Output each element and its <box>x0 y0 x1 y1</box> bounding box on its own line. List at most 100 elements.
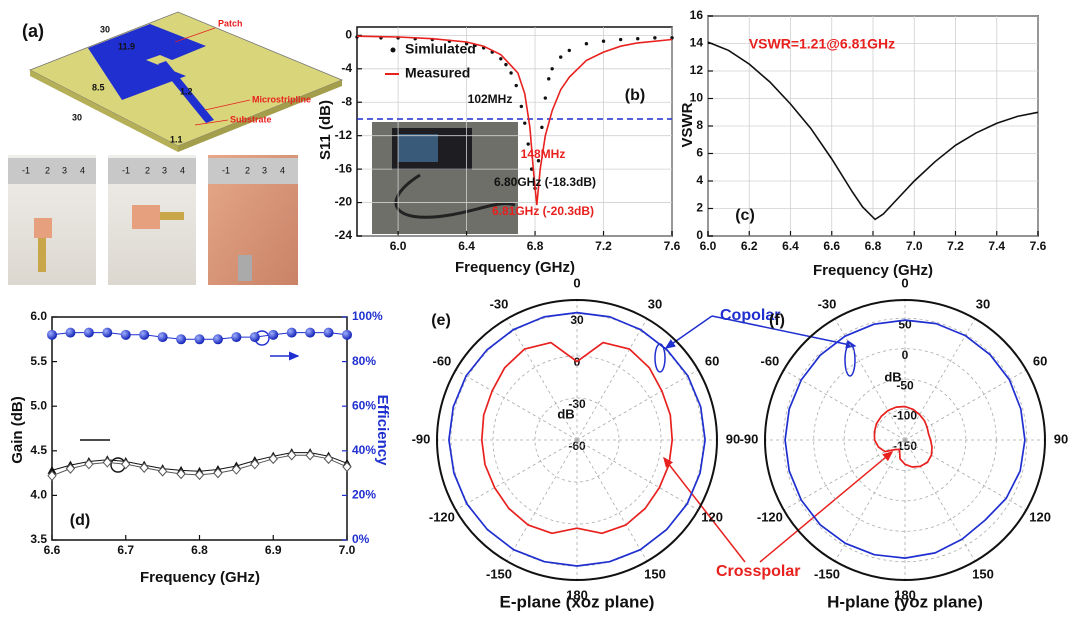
marker <box>567 48 571 53</box>
spoke <box>834 439 906 562</box>
angle-label: -150 <box>814 567 840 582</box>
dimension: 1.1 <box>170 134 183 144</box>
r-axis-label: dB <box>884 369 901 384</box>
dimension: 8.5 <box>92 82 105 92</box>
y-tick-label: 4.0 <box>30 488 47 502</box>
angle-label: 150 <box>972 567 994 582</box>
dimension: 1.2 <box>180 86 193 96</box>
y-tick-label: -16 <box>335 161 353 175</box>
annotation: 148MHz <box>521 147 566 161</box>
marker <box>514 83 518 88</box>
marker <box>120 329 131 340</box>
y-tick-label: 12 <box>690 63 704 77</box>
callout: Patch <box>218 18 243 28</box>
angle-label: 30 <box>648 296 662 311</box>
ruler-label: 4 <box>80 165 85 175</box>
ruler-label: 4 <box>280 165 285 175</box>
y-tick-label: 8 <box>696 118 703 132</box>
callout: Microstripline <box>252 94 311 104</box>
y2-tick-label: 80% <box>352 354 376 368</box>
angle-label: -60 <box>433 353 452 368</box>
annotation: VSWR=1.21@6.81GHz <box>749 36 895 52</box>
spoke <box>455 439 578 511</box>
spoke <box>783 369 906 441</box>
callout: Substrate <box>230 114 272 124</box>
polar-line <box>448 311 706 567</box>
y-tick-label: 5.0 <box>30 398 47 412</box>
marker <box>287 450 297 461</box>
x-tick-label: 6.8 <box>865 239 882 253</box>
marker <box>504 62 508 67</box>
angle-label: -120 <box>757 509 783 524</box>
y-tick-label: 14 <box>690 36 704 50</box>
y-tick-label: -8 <box>341 94 352 108</box>
x-tick-label: 6.4 <box>782 239 799 253</box>
x-tick-label: 6.8 <box>191 543 208 557</box>
y-axis-label: S11 (dB) <box>317 100 334 160</box>
marker <box>102 327 113 338</box>
x-tick-label: 6.6 <box>44 543 61 557</box>
marker <box>305 450 315 461</box>
annotation: (b) <box>625 87 645 104</box>
angle-label: -90 <box>412 431 431 446</box>
marker <box>157 332 168 343</box>
y-tick-label: 4.5 <box>30 443 47 457</box>
marker <box>519 104 524 109</box>
x-tick-label: 6.2 <box>741 239 758 253</box>
x-axis-label: Frequency (GHz) <box>455 259 575 276</box>
spoke <box>904 318 976 441</box>
y2-axis-label: Efficiency <box>374 395 391 467</box>
marker <box>65 327 76 338</box>
y-tick-label: 0 <box>345 28 352 42</box>
angle-label: 90 <box>726 431 740 446</box>
polar-line <box>873 405 933 468</box>
ruler-label: -1 <box>22 165 30 175</box>
angle-label: -60 <box>761 353 780 368</box>
y-tick-label: 6 <box>696 146 703 160</box>
marker <box>47 329 57 340</box>
y-axis-label: Gain (dB) <box>9 396 26 464</box>
chart-title: E-plane (xoz plane) <box>500 592 655 611</box>
marker <box>601 39 606 43</box>
ruler-label: 2 <box>145 165 150 175</box>
marker <box>323 453 334 465</box>
legend-label: Measured <box>405 65 470 81</box>
y-axis-label: VSWR <box>679 102 696 147</box>
angle-label: 60 <box>1033 353 1047 368</box>
marker <box>305 327 316 338</box>
annotation: 6.81GHz (-20.3dB) <box>492 204 594 218</box>
angle-label: 30 <box>976 296 990 311</box>
y-tick-label: 6.0 <box>30 309 47 323</box>
angle-label: 0 <box>901 275 908 290</box>
annotation: 102MHz <box>468 92 513 106</box>
marker <box>250 458 260 470</box>
marker <box>559 55 563 59</box>
ruler-label: 3 <box>262 165 267 175</box>
spoke <box>576 318 648 441</box>
y-tick-label: 4 <box>696 173 703 187</box>
x-tick-label: 6.9 <box>265 543 282 557</box>
annotation: (e) <box>431 312 451 329</box>
ruler-label: 3 <box>162 165 167 175</box>
marker <box>286 327 297 338</box>
marker <box>499 57 503 61</box>
marker <box>84 458 94 470</box>
y-tick-label: -20 <box>335 195 353 209</box>
legend-label: Crosspolar <box>716 563 800 580</box>
ruler-label: 4 <box>180 165 185 175</box>
marker <box>194 469 205 481</box>
dimension: 30 <box>72 112 82 122</box>
marker <box>636 37 640 41</box>
spoke <box>576 439 648 562</box>
x-tick-label: 6.7 <box>117 543 134 557</box>
marker <box>523 121 527 125</box>
annotation: (f) <box>769 312 785 329</box>
x-tick-label: 6.4 <box>458 239 475 253</box>
spoke <box>506 439 578 562</box>
spoke <box>904 439 976 562</box>
spoke <box>455 369 578 441</box>
x-tick-label: 7.6 <box>664 239 681 253</box>
angle-label: -90 <box>740 431 759 446</box>
series-line <box>356 35 673 206</box>
x-axis-label: Frequency (GHz) <box>813 262 933 279</box>
